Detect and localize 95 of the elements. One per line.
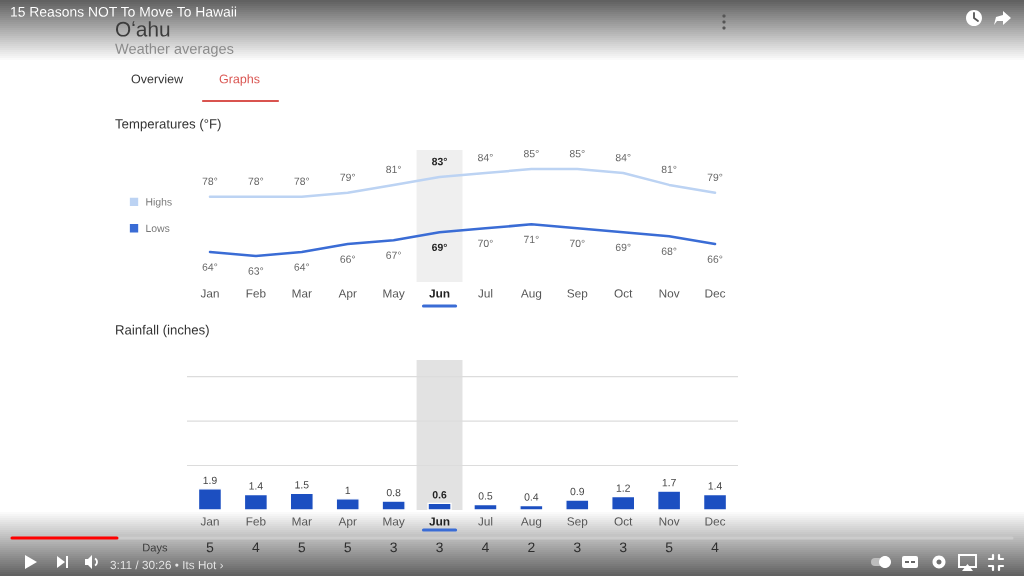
data-label: 4 bbox=[711, 542, 719, 553]
x-tick-label: May bbox=[383, 289, 405, 300]
data-label: 1.2 bbox=[616, 484, 630, 492]
data-label: 85° bbox=[569, 149, 585, 158]
data-label: 71° bbox=[524, 235, 539, 244]
x-tick-label: May bbox=[383, 517, 405, 528]
data-label: 79° bbox=[340, 173, 355, 182]
bar bbox=[611, 495, 636, 510]
text: 15 Reasons NOT To Move To Hawaii bbox=[11, 6, 237, 17]
x-tick-label: Jun bbox=[429, 517, 450, 526]
data-label: 66° bbox=[340, 255, 355, 263]
text: Graphs bbox=[219, 74, 260, 86]
x-tick-label: Oct bbox=[614, 289, 633, 298]
data-label: 1.9 bbox=[203, 476, 217, 485]
bar bbox=[335, 498, 360, 510]
data-label: 81° bbox=[661, 165, 677, 174]
data-label: 3 bbox=[436, 542, 443, 553]
x-tick-label: Sep bbox=[567, 517, 588, 528]
data-label: 1.4 bbox=[708, 482, 722, 490]
bar bbox=[519, 504, 544, 510]
text: Days bbox=[143, 543, 168, 554]
text: Overview bbox=[131, 74, 184, 84]
data-label: 78° bbox=[202, 177, 218, 185]
bar bbox=[565, 499, 590, 510]
data-label: 69° bbox=[615, 243, 631, 252]
bar bbox=[197, 488, 223, 510]
data-label: 64° bbox=[202, 263, 218, 271]
data-label: 4 bbox=[252, 542, 260, 553]
data-label: 70° bbox=[478, 239, 493, 248]
x-tick-label: Sep bbox=[567, 289, 588, 300]
data-label: 0.6 bbox=[432, 491, 447, 499]
x-tick-label: Nov bbox=[659, 289, 680, 298]
bar bbox=[427, 502, 452, 510]
x-tick-label: Dec bbox=[705, 289, 726, 298]
x-tick-label: Mar bbox=[292, 289, 312, 298]
x-tick-label: Dec bbox=[705, 517, 726, 526]
x-tick-label: Feb bbox=[246, 516, 266, 526]
x-tick-label: Nov bbox=[659, 517, 680, 526]
x-tick-label: Apr bbox=[338, 517, 357, 528]
data-label: 66° bbox=[707, 255, 723, 263]
bar bbox=[473, 503, 498, 510]
data-label: 1.4 bbox=[249, 482, 263, 490]
chart-title: Rainfall (inches) bbox=[116, 324, 209, 338]
data-label: 68° bbox=[661, 247, 677, 255]
x-tick-label: Oct bbox=[614, 517, 633, 526]
data-label: 84° bbox=[615, 153, 631, 162]
data-label: 0.4 bbox=[524, 493, 539, 501]
data-label: 3 bbox=[390, 542, 397, 553]
data-label: 1.5 bbox=[295, 481, 309, 489]
data-label: 0.5 bbox=[478, 492, 493, 500]
data-label: 0.8 bbox=[386, 488, 401, 497]
data-label: 81° bbox=[386, 165, 401, 174]
x-tick-label: Jul bbox=[478, 516, 493, 526]
x-tick-label: Jul bbox=[478, 288, 493, 298]
data-label: 5 bbox=[298, 542, 306, 553]
data-label: 5 bbox=[665, 542, 673, 553]
bar bbox=[243, 493, 269, 510]
bar bbox=[381, 500, 406, 510]
data-label: 79° bbox=[707, 173, 723, 182]
data-label: 5 bbox=[206, 542, 214, 553]
data-label: 2 bbox=[528, 542, 535, 553]
text: Oʻahu bbox=[115, 21, 170, 37]
data-label: 1.7 bbox=[662, 479, 676, 487]
data-label: 78° bbox=[248, 177, 264, 185]
legend-label: Highs bbox=[146, 197, 172, 208]
data-label: 70° bbox=[569, 239, 585, 248]
data-label: 0.9 bbox=[570, 487, 585, 496]
legend-label: Lows bbox=[146, 224, 170, 232]
data-label: 3 bbox=[573, 542, 581, 553]
data-label: 4 bbox=[481, 542, 489, 553]
x-tick-label: Aug bbox=[520, 517, 542, 528]
x-tick-label: Feb bbox=[246, 288, 266, 298]
data-label: 85° bbox=[523, 149, 539, 158]
data-label: 83° bbox=[432, 157, 447, 166]
text: Weather averages bbox=[115, 43, 234, 57]
x-tick-label: Jan bbox=[200, 289, 219, 298]
data-label: 69° bbox=[432, 243, 447, 252]
data-label: 84° bbox=[478, 153, 493, 162]
x-tick-label: Jun bbox=[429, 289, 450, 298]
bar bbox=[702, 493, 728, 510]
data-label: 78° bbox=[294, 177, 310, 185]
x-tick-label: Jan bbox=[200, 517, 219, 526]
data-label: 63° bbox=[248, 267, 264, 275]
chart-title: Temperatures (°F) bbox=[115, 118, 221, 132]
data-label: 3 bbox=[619, 542, 627, 553]
data-label: 67° bbox=[386, 251, 401, 259]
data-label: 1 bbox=[345, 486, 351, 494]
bar bbox=[656, 490, 682, 510]
text: 3:11 / 30:26 • Its Hot › bbox=[110, 560, 223, 570]
x-tick-label: Aug bbox=[520, 289, 542, 300]
x-tick-label: Mar bbox=[292, 517, 312, 526]
data-label: 64° bbox=[294, 263, 310, 271]
bar bbox=[289, 492, 314, 510]
x-tick-label: Apr bbox=[338, 289, 357, 300]
data-label: 5 bbox=[344, 542, 351, 553]
